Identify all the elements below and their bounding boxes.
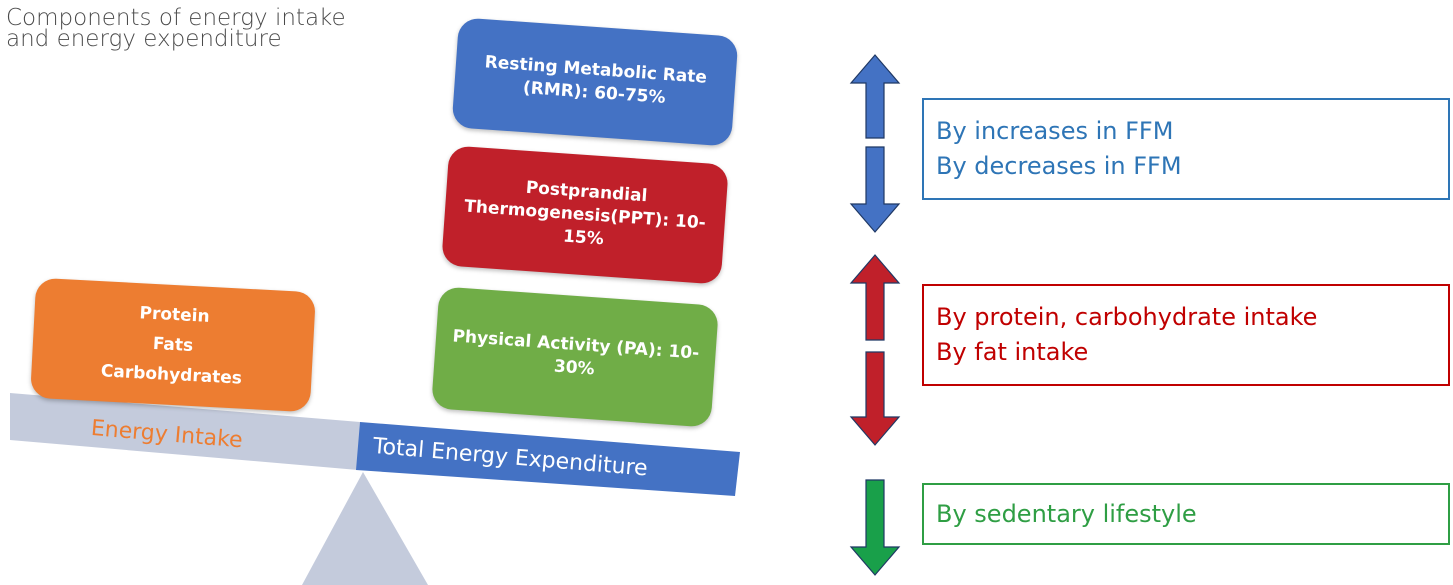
energy-intake-box: Protein Fats Carbohydrates (30, 277, 316, 413)
ppt-up-arrow-icon (849, 254, 901, 341)
arrows-layer (849, 54, 901, 576)
ppt-effect-protein-carb: By protein, carbohydrate intake (936, 303, 1318, 331)
pa-down-arrow-icon (849, 479, 901, 576)
ppt-effect-fat: By fat intake (936, 338, 1089, 366)
fulcrum-triangle (302, 472, 428, 585)
ppt-down-arrow-icon (849, 351, 901, 446)
rmr-box: Resting Metabolic Rate (RMR): 60-75% (451, 17, 739, 147)
title-line-1: Components of energy intake (6, 5, 346, 31)
beam-right-half (356, 422, 740, 496)
intake-carbohydrates: Carbohydrates (100, 361, 243, 389)
rmr-down-arrow-icon (849, 146, 901, 233)
ppt-box: Postprandial Thermogenesis(PPT): 10- 15% (441, 145, 729, 285)
beam-left-half (10, 393, 360, 470)
pa-effect-sedentary: By sedentary lifestyle (936, 499, 1197, 528)
ppt-effects-box: By protein, carbohydrate intake By fat i… (922, 284, 1450, 386)
pa-box: Physical Activity (PA): 10- 30% (431, 286, 719, 428)
pa-effects-box: By sedentary lifestyle (922, 483, 1450, 545)
title-line-2: and energy expenditure (6, 26, 282, 52)
diagram-title: Components of energy intake and energy e… (6, 5, 346, 52)
rmr-effects-box: By increases in FFM By decreases in FFM (922, 98, 1450, 200)
rmr-up-arrow-icon (849, 54, 901, 139)
rmr-effect-decrease: By decreases in FFM (936, 152, 1182, 180)
rmr-effect-increase: By increases in FFM (936, 117, 1174, 145)
